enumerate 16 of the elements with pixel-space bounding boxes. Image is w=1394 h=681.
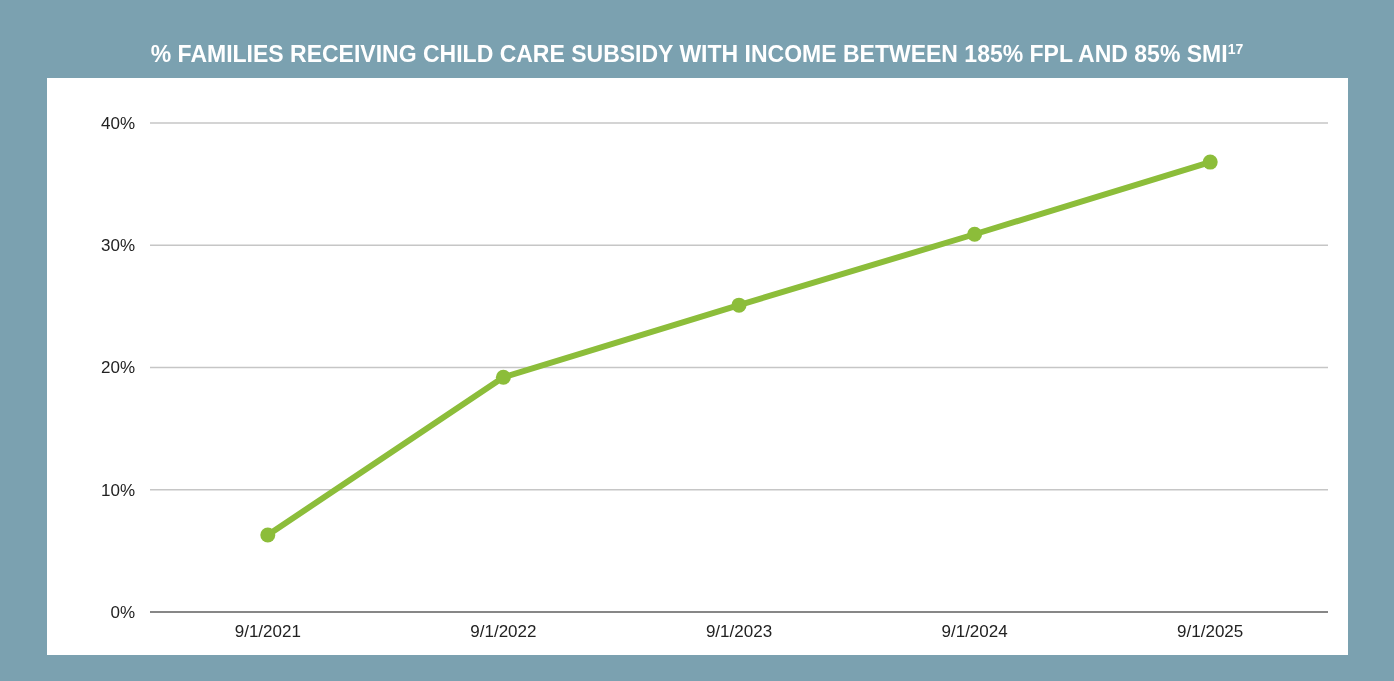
point	[260, 527, 276, 543]
point	[967, 226, 983, 242]
y-tick-label: 40%	[100, 113, 135, 133]
x-tick-label: 9/1/2024	[941, 622, 1008, 641]
x-tick-label: 9/1/2025	[1177, 622, 1244, 641]
x-tick-label: 9/1/2021	[234, 622, 301, 641]
point	[1202, 154, 1218, 170]
point	[495, 369, 511, 385]
x-tick-label: 9/1/2023	[705, 622, 773, 641]
y-tick-label: 10%	[100, 480, 135, 500]
y-tick-label: 30%	[100, 236, 135, 256]
y-tick-label: 0%	[110, 602, 135, 622]
x-tick-label: 9/1/2022	[470, 622, 537, 641]
point	[731, 297, 747, 313]
chart-title: % FAMILIES RECEIVING CHILD CARE SUBSIDY WITH INCOME BETWEEN 185% FPL AND 85% SMI$^{17}$	[150, 41, 1244, 67]
y-tick-label: 20%	[100, 358, 135, 378]
